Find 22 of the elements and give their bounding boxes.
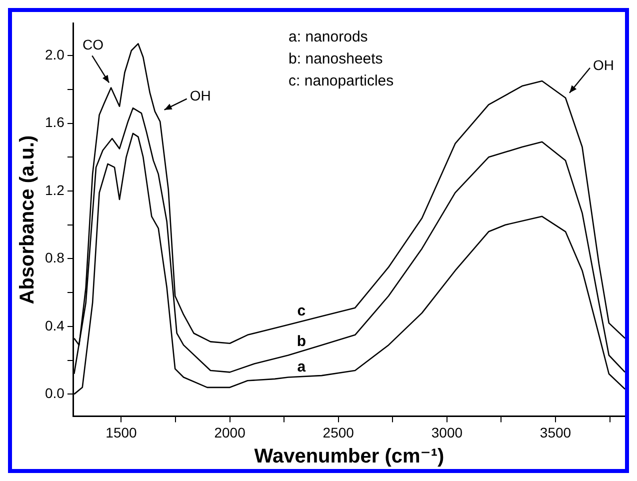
annotation: b: nanosheets	[288, 50, 383, 68]
annotation: a: nanorods	[288, 28, 368, 46]
y-tick-label: 1.6	[44, 114, 65, 130]
annotation: c	[297, 302, 306, 320]
x-tick-label: 3500	[540, 424, 572, 440]
y-axis-title: Absorbance (a.u.)	[16, 135, 39, 304]
x-axis-title: Wavenumber (cm⁻¹)	[254, 446, 444, 468]
y-tick-label: 2.0	[44, 46, 65, 62]
x-tick-label: 2500	[322, 424, 354, 440]
x-tick-label: 3000	[431, 424, 463, 440]
annotation: OH	[593, 56, 614, 73]
y-tick-label: 0.0	[44, 385, 65, 402]
y-tick-label: 0.8	[44, 250, 65, 266]
x-tick-label: 2000	[214, 424, 246, 440]
x-tick-label: 1500	[106, 424, 138, 440]
annotation: OH	[190, 88, 211, 104]
annotation: c: nanoparticles	[288, 72, 394, 90]
annotation: b	[296, 333, 306, 350]
annotation: CO	[82, 36, 104, 53]
annotation: a	[297, 358, 306, 376]
y-tick-label: 1.2	[44, 182, 65, 198]
y-tick-label: 0.4	[44, 317, 65, 334]
